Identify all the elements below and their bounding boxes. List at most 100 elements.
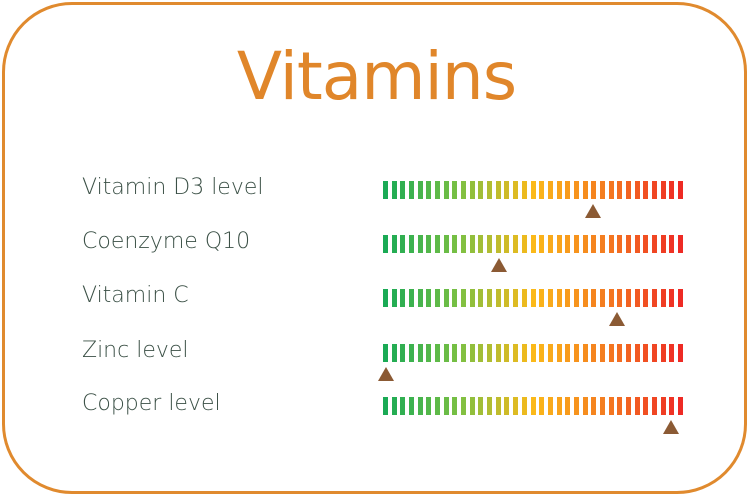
gauge-segment <box>495 397 501 415</box>
gauge-segment <box>521 344 527 362</box>
gauge-segment <box>521 181 527 199</box>
gauge-segment <box>383 235 388 253</box>
gauge-segment <box>547 397 553 415</box>
gauge-segment <box>435 289 441 307</box>
gauge-segment <box>617 181 623 199</box>
gauge-row-zinc: Zinc level <box>0 338 753 394</box>
gauge-segment <box>417 235 423 253</box>
gauge-segment <box>591 181 597 199</box>
gauge-segment <box>582 235 588 253</box>
gauge-segment <box>443 235 449 253</box>
gauge-segment <box>469 235 475 253</box>
gauge-segment <box>539 181 545 199</box>
gauge-segment <box>625 397 631 415</box>
gauge-segment <box>495 289 501 307</box>
gauge-segment <box>478 344 484 362</box>
gauge-segment <box>469 397 475 415</box>
gauge-segment <box>435 344 441 362</box>
gauge-segment <box>643 181 649 199</box>
gauge-segment <box>409 235 415 253</box>
gauge-segment <box>452 235 458 253</box>
gauge-label: Vitamin D3 level <box>82 175 264 200</box>
gauge-segment <box>504 289 510 307</box>
gauge-segment <box>582 181 588 199</box>
gauge-segment <box>383 289 388 307</box>
gauge-segment <box>443 181 449 199</box>
gauge-segment <box>400 397 406 415</box>
gauge-segment <box>573 235 579 253</box>
gauge-segment <box>556 344 562 362</box>
gauge-segment <box>651 235 657 253</box>
gauge-segment <box>643 344 649 362</box>
gauge-segment <box>487 181 493 199</box>
gauge-segment <box>426 289 432 307</box>
gauge-segment <box>660 289 666 307</box>
gauge-segment <box>556 397 562 415</box>
gauge-segment <box>565 397 571 415</box>
gauge-label: Zinc level <box>82 338 189 363</box>
gauge-segment <box>547 289 553 307</box>
gauge-segment <box>582 397 588 415</box>
gauge-segment <box>573 289 579 307</box>
gauge-segment <box>556 181 562 199</box>
gauge-segment <box>521 235 527 253</box>
gauge-segment <box>504 181 510 199</box>
gauge-segment <box>608 289 614 307</box>
gauge-segment <box>435 235 441 253</box>
gauge-segment <box>669 289 675 307</box>
gauge-row-copper: Copper level <box>0 391 753 447</box>
level-gauge <box>378 344 683 381</box>
gauge-segment <box>643 235 649 253</box>
gauge-segment <box>513 344 519 362</box>
gauge-segment <box>582 289 588 307</box>
gauge-segment <box>504 235 510 253</box>
gauge-segment <box>573 397 579 415</box>
gauge-segment <box>530 344 536 362</box>
gauge-segment <box>678 235 683 253</box>
gauge-segment <box>417 344 423 362</box>
gauge-segment <box>426 235 432 253</box>
gauge-segment <box>452 289 458 307</box>
gauge-segment <box>461 344 467 362</box>
gauge-segment <box>478 181 484 199</box>
gauge-segment <box>478 289 484 307</box>
gauge-segment <box>469 181 475 199</box>
gauge-segment <box>530 235 536 253</box>
gauge-segment <box>443 344 449 362</box>
gauge-segment <box>565 235 571 253</box>
gauge-segment <box>625 181 631 199</box>
gauge-segment <box>495 181 501 199</box>
gauge-segment <box>556 289 562 307</box>
gauge-segment <box>660 397 666 415</box>
gauge-segment <box>573 181 579 199</box>
gauge-segment <box>565 289 571 307</box>
gauge-segment <box>547 344 553 362</box>
gauge-segment <box>599 344 605 362</box>
gauge-segment <box>678 397 683 415</box>
gauge-segment <box>599 235 605 253</box>
gauge-segment <box>547 181 553 199</box>
gauge-segment <box>660 181 666 199</box>
gauge-label: Copper level <box>82 391 221 416</box>
gauge-row-coenzyme-q10: Coenzyme Q10 <box>0 229 753 285</box>
gauge-segment <box>391 181 397 199</box>
gauge-segment <box>599 397 605 415</box>
gauge-segment <box>521 397 527 415</box>
gauge-row-vitamin-c: Vitamin C <box>0 283 753 339</box>
gauge-segment <box>556 235 562 253</box>
gauge-segment <box>678 289 683 307</box>
gauge-segment <box>669 397 675 415</box>
gauge-segment <box>409 344 415 362</box>
level-gauge <box>383 181 683 218</box>
gauge-segment <box>608 344 614 362</box>
gauge-segment <box>599 181 605 199</box>
gauge-segment <box>651 397 657 415</box>
level-marker-icon <box>585 204 601 218</box>
gauge-segment <box>591 344 597 362</box>
gauge-segment <box>400 289 406 307</box>
level-gauge <box>383 397 683 434</box>
gauge-segment <box>617 235 623 253</box>
gauge-segment <box>643 289 649 307</box>
card-frame <box>2 2 747 494</box>
gauge-segment <box>617 289 623 307</box>
